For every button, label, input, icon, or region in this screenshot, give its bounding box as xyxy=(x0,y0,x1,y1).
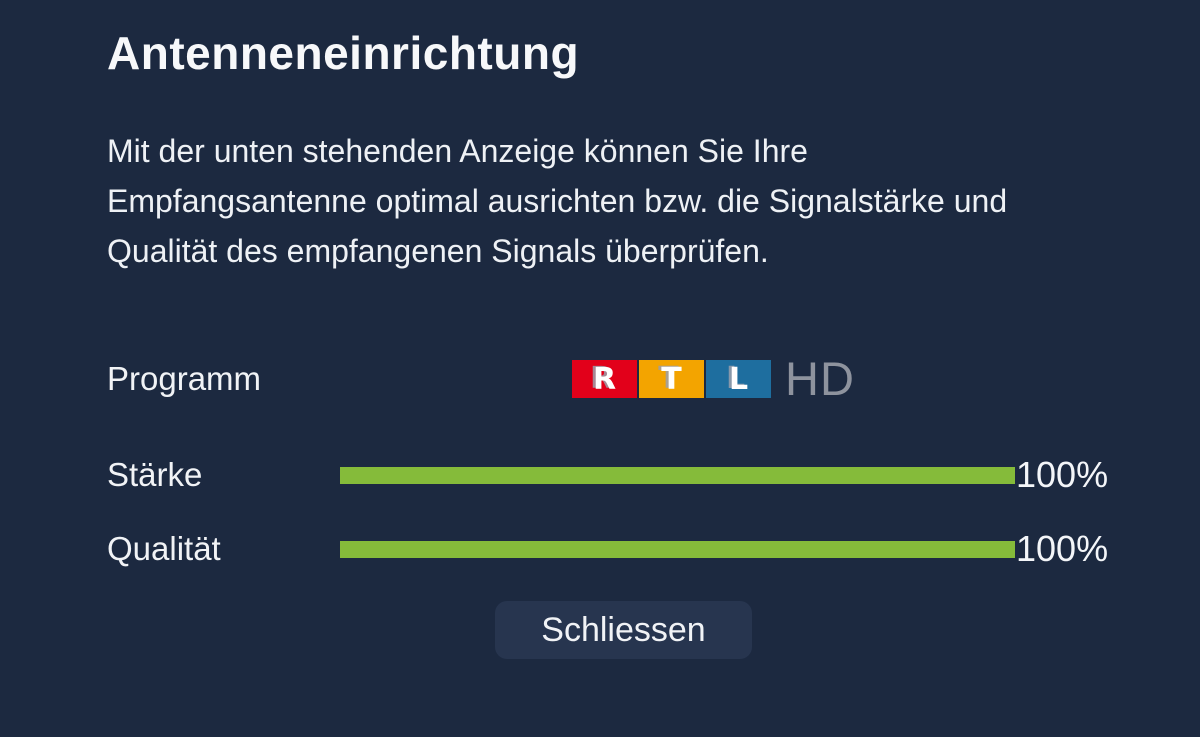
channel-logo: R T L HD xyxy=(572,352,1015,405)
page-title: Antenneneinrichtung xyxy=(107,27,580,79)
antenna-setup-dialog: Antenneneinrichtung Mit der unten stehen… xyxy=(107,27,1122,659)
signal-quality-row: Qualität 100% xyxy=(107,524,1122,574)
strength-meter-track xyxy=(340,466,1015,484)
strength-label: Stärke xyxy=(107,456,203,493)
quality-label: Qualität xyxy=(107,530,221,567)
rtl-logo-block-r: R xyxy=(572,360,637,398)
close-button[interactable]: Schliessen xyxy=(495,601,752,659)
signal-strength-row: Stärke 100% xyxy=(107,450,1122,500)
channel-hd-suffix: HD xyxy=(785,352,855,405)
description-text: Mit der unten stehenden Anzeige können S… xyxy=(107,133,1008,269)
dialog-footer: Schliessen xyxy=(107,601,1122,659)
rtl-logo-block-l: L xyxy=(706,360,771,398)
program-label: Programm xyxy=(107,360,262,397)
quality-meter-fill xyxy=(340,540,1015,558)
rtl-logo-block-t: T xyxy=(639,360,704,398)
strength-percent-value: 100% xyxy=(1016,454,1109,495)
quality-meter-track xyxy=(340,540,1015,558)
quality-percent-value: 100% xyxy=(1016,528,1109,569)
strength-meter-fill xyxy=(340,466,1015,484)
program-row: Programm R T L HD xyxy=(107,354,1122,404)
